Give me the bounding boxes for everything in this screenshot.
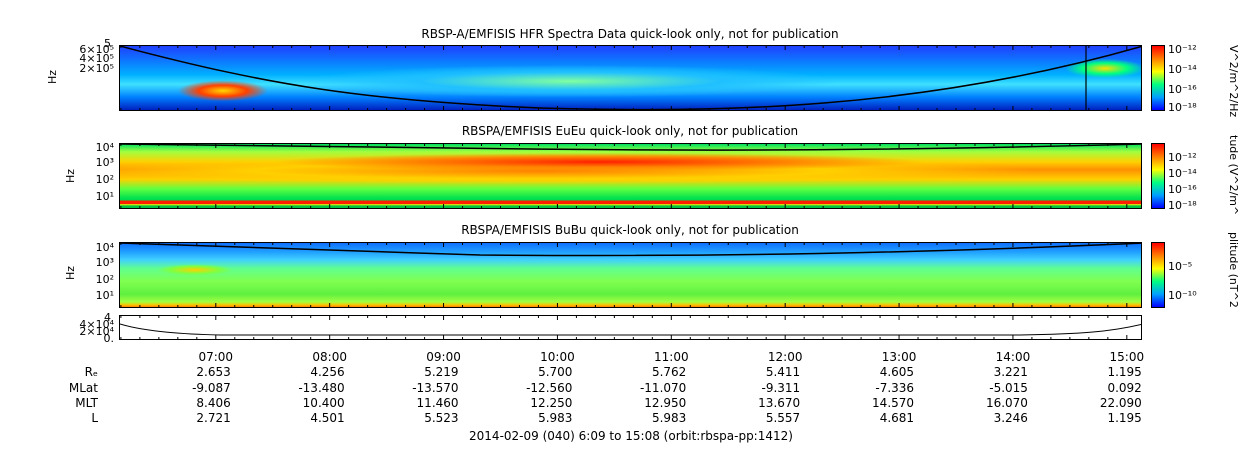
- x-row-value: -7.336: [875, 381, 915, 395]
- eueu-ytick-1e1: 10¹: [95, 190, 114, 203]
- row-label-mlt: MLT: [75, 396, 98, 410]
- hfr-ytick-top: 5: [104, 37, 111, 50]
- eueu-ytick-1e3: 10³: [95, 156, 114, 169]
- x-tick-label: 11:00: [654, 350, 689, 364]
- x-row-value: 12.250: [530, 396, 573, 410]
- x-row-value: 14.570: [872, 396, 915, 410]
- x-tick-label: 15:00: [1109, 350, 1145, 364]
- x-row-value: 10.400: [302, 396, 345, 410]
- x-row-value: 2.721: [196, 411, 231, 425]
- hfr-cbar-tick-3: 10⁻¹⁶: [1168, 83, 1197, 96]
- x-row-value: 16.070: [985, 396, 1028, 410]
- bubu-ytick-1e3: 10³: [95, 256, 114, 269]
- x-row-value: 4.501: [310, 411, 345, 425]
- eueu-cyclotron-line: [120, 144, 1141, 151]
- bubu-cbar-tick-2: 10⁻¹⁰: [1168, 289, 1197, 302]
- x-row-value: 5.523: [424, 411, 459, 425]
- alt-ytick-4e4: 4×10⁴: [79, 318, 114, 331]
- altitude-panel: [119, 315, 1142, 340]
- eueu-spectrogram: [119, 143, 1142, 209]
- eueu-cbar-tick-4: 10⁻¹⁸: [1168, 199, 1197, 212]
- bubu-colorbar: [1151, 242, 1165, 308]
- x-tick-label: 10:00: [540, 350, 575, 364]
- eueu-ytick-1e4: 10⁴: [95, 141, 114, 154]
- hfr-plasma-line: [120, 46, 1141, 110]
- x-tick-label: 13:00: [881, 350, 917, 364]
- x-row-value: -5.015: [989, 381, 1028, 395]
- footer-date-range: 2014-02-09 (040) 6:09 to 15:08 (orbit:rb…: [469, 429, 793, 443]
- x-row-value: 8.406: [196, 396, 231, 410]
- bubu-ytick-1e1: 10¹: [95, 289, 114, 302]
- x-row-value: 5.700: [538, 365, 573, 379]
- x-tick-label: 14:00: [995, 350, 1031, 364]
- row-label-l: L: [91, 411, 98, 425]
- x-row-value: -9.311: [761, 381, 801, 395]
- row-label-re: Rₑ: [84, 365, 98, 379]
- x-tick-label: 12:00: [767, 350, 803, 364]
- bubu-panel-title: RBSPA/EMFISIS BuBu quick-look only, not …: [461, 223, 799, 237]
- x-row-value: 5.762: [651, 365, 687, 379]
- bubu-ytick-1e2: 10²: [95, 273, 114, 286]
- x-row-value: 22.090: [1099, 396, 1142, 410]
- bubu-ytick-1e4: 10⁴: [95, 241, 114, 254]
- alt-ytick-top: 4: [104, 311, 111, 324]
- x-row-value: 5.411: [765, 365, 801, 379]
- x-row-value: -13.480: [298, 381, 345, 395]
- x-row-value: 1.195: [1107, 365, 1142, 379]
- x-row-value: 5.983: [538, 411, 573, 425]
- x-row-value: 12.950: [644, 396, 687, 410]
- x-tick-label: 08:00: [312, 350, 347, 364]
- hfr-ytick-2e5: 2×10⁵: [79, 62, 114, 75]
- eueu-panel-title: RBSPA/EMFISIS EuEu quick-look only, not …: [461, 124, 799, 138]
- x-row-value: -13.570: [412, 381, 459, 395]
- eueu-cbar-tick-3: 10⁻¹⁶: [1168, 183, 1197, 196]
- x-row-value: 5.557: [765, 411, 801, 425]
- hfr-panel-title: RBSP-A/EMFISIS HFR Spectra Data quick-lo…: [421, 27, 839, 41]
- x-row-value: 1.195: [1107, 411, 1142, 425]
- altitude-curve: [120, 323, 1141, 336]
- bubu-cyclotron-line: [120, 243, 1141, 257]
- eueu-colorbar: [1151, 143, 1165, 209]
- x-row-value: 13.670: [758, 396, 801, 410]
- x-row-value: 5.219: [424, 365, 459, 379]
- row-label-mlat: MLat: [68, 381, 98, 395]
- hfr-cbar-tick-2: 10⁻¹⁴: [1168, 63, 1197, 76]
- hfr-colorbar: [1151, 45, 1165, 111]
- x-tick-label: 09:00: [426, 350, 461, 364]
- x-row-value: -9.087: [192, 381, 231, 395]
- x-row-value: 5.983: [651, 411, 687, 425]
- x-row-value: 2.653: [196, 365, 231, 379]
- alt-ytick-2e4: 2×10⁴: [79, 325, 114, 338]
- eueu-ytick-1e2: 10²: [95, 173, 114, 186]
- x-row-value: 4.681: [879, 411, 915, 425]
- hfr-cbar-tick-1: 10⁻¹²: [1168, 43, 1197, 56]
- x-row-value: -12.560: [526, 381, 573, 395]
- x-row-value: 4.605: [879, 365, 915, 379]
- alt-ytick-0: 0.: [103, 332, 115, 345]
- hfr-spectrogram: [119, 45, 1142, 111]
- bubu-spectrogram: [119, 242, 1142, 308]
- x-row-value: 4.256: [310, 365, 345, 379]
- hfr-cbar-tick-4: 10⁻¹⁸: [1168, 101, 1197, 114]
- eueu-cbar-tick-1: 10⁻¹²: [1168, 151, 1197, 164]
- x-row-value: 3.246: [993, 411, 1028, 425]
- x-tick-label: 07:00: [198, 350, 234, 364]
- x-row-value: 11.460: [416, 396, 459, 410]
- x-row-value: 3.221: [993, 365, 1028, 379]
- hfr-ytick-6e5: 6×10⁵: [79, 43, 114, 56]
- hfr-ytick-4e5: 4×10⁵: [79, 52, 114, 65]
- x-row-value: -11.070: [639, 381, 687, 395]
- x-row-value: 0.092: [1107, 381, 1142, 395]
- bubu-cbar-tick-1: 10⁻⁵: [1168, 260, 1193, 273]
- eueu-cbar-tick-2: 10⁻¹⁴: [1168, 167, 1197, 180]
